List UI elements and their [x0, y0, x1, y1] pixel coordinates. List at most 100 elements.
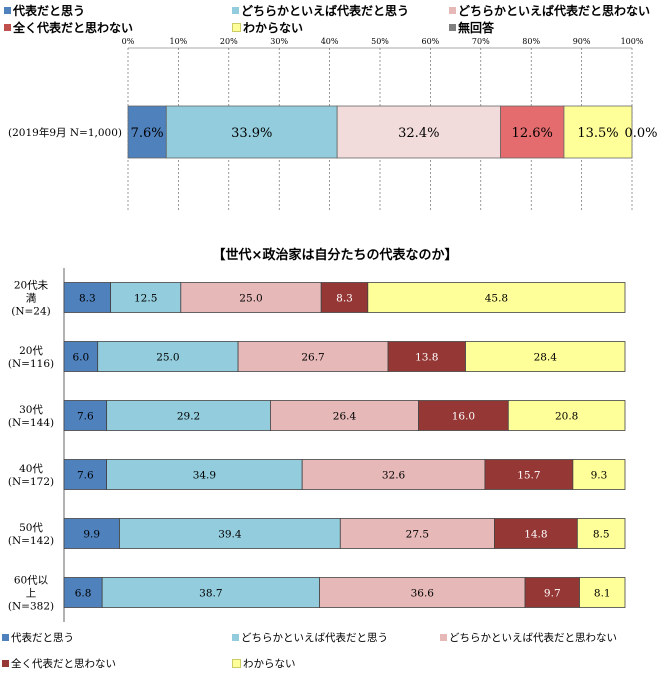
data-label: 33.9%	[231, 126, 272, 141]
data-label: 8.3	[336, 293, 353, 305]
bar-segment	[576, 518, 626, 549]
bar-segment	[367, 282, 626, 313]
bar-segment	[319, 577, 526, 608]
data-label: 9.9	[83, 529, 100, 541]
overall-chart: 0% 10% 20% 30% 40% 50% 60% 70% 80% 90% 100% (2019年9…	[8, 37, 658, 210]
data-label: 13.8	[415, 352, 438, 364]
legend-item-not: 全く代表だと思わない	[4, 19, 133, 36]
bar-segment	[110, 282, 182, 313]
bar-segment	[180, 282, 322, 313]
data-label: 32.6	[382, 470, 406, 482]
bar-segment	[106, 400, 271, 431]
bar-segment	[119, 518, 341, 549]
data-label: 8.5	[593, 529, 610, 541]
bar-segment	[63, 459, 107, 490]
category-label: (N=24)	[11, 306, 51, 318]
bar-segment	[101, 577, 320, 608]
legend-swatch-icon	[449, 7, 456, 14]
data-label: 28.4	[534, 352, 558, 364]
bar-segment	[524, 577, 580, 608]
category-label: 40代	[19, 463, 43, 475]
bar-segment	[563, 105, 633, 159]
tick-label: 80%	[522, 37, 540, 46]
bar-segment	[494, 518, 578, 549]
bar-segment	[127, 105, 167, 159]
category-label: (N=172)	[8, 476, 54, 488]
data-label: 12.5	[134, 293, 157, 305]
data-label: 36.6	[411, 588, 435, 600]
category-label: 50代	[19, 522, 43, 534]
legend-swatch-icon	[232, 634, 239, 641]
data-label: 8.1	[594, 588, 611, 600]
legend-item-not: 全く代表だと思わない	[2, 656, 116, 671]
category-label: 上	[26, 588, 37, 600]
chart-title: 【世代×政治家は自分たちの代表なのか】	[212, 248, 458, 263]
data-label: 6.8	[75, 588, 92, 600]
data-label: 0.0%	[624, 126, 657, 141]
bar-segment	[484, 459, 574, 490]
data-label: 13.5%	[577, 126, 618, 141]
bar-segment	[106, 459, 303, 490]
legend-swatch-icon	[232, 7, 239, 14]
legend-swatch-icon	[4, 24, 11, 31]
data-label: 32.4%	[398, 126, 439, 141]
bar-segment	[418, 400, 509, 431]
data-label: 14.8	[524, 529, 547, 541]
bar-segment	[237, 341, 389, 372]
category-label: 30代	[19, 404, 43, 416]
bar-segment	[270, 400, 419, 431]
bar-segment	[387, 341, 466, 372]
category-label: 20代	[19, 345, 43, 357]
bar-segment	[63, 341, 99, 372]
bar-segment	[97, 341, 239, 372]
tick-label: 40%	[321, 37, 339, 46]
category-label: (N=382)	[8, 601, 54, 613]
tick-label: 90%	[573, 37, 591, 46]
legend-item-somenot: どちらかといえば代表だと思わない	[449, 2, 650, 19]
legend-swatch-icon	[2, 634, 9, 641]
data-label: 38.7	[199, 588, 222, 600]
bar-segment	[301, 459, 486, 490]
legend-item-rep: 代表だと思う	[2, 630, 74, 645]
tick-label: 50%	[371, 37, 389, 46]
data-label: 26.4	[333, 411, 357, 423]
bar-segment	[579, 577, 626, 608]
bar-segment	[507, 400, 626, 431]
legend-item-dk: わからない	[232, 19, 303, 36]
data-label: 45.8	[485, 293, 508, 305]
category-label: 60代以	[14, 575, 49, 587]
data-label: 27.5	[406, 529, 429, 541]
data-label: 34.9	[193, 470, 216, 482]
bar-segment	[465, 341, 626, 372]
tick-label: 60%	[422, 37, 440, 46]
legend-swatch-icon	[449, 24, 456, 31]
data-label: 6.0	[72, 352, 89, 364]
tick-label: 100%	[621, 37, 644, 46]
category-label: (N=116)	[8, 358, 54, 370]
data-label: 26.7	[301, 352, 324, 364]
legend-item-na: 無回答	[449, 19, 494, 36]
bar-segment	[63, 282, 112, 313]
data-label: 25.0	[156, 352, 179, 364]
data-label: 39.4	[218, 529, 242, 541]
data-label: 25.0	[239, 293, 262, 305]
category-label: (2019年9月 N=1,000)	[8, 126, 122, 139]
data-label: 9.7	[544, 588, 561, 600]
data-label: 8.3	[79, 293, 96, 305]
data-label: 12.6%	[512, 126, 553, 141]
bar-segment	[165, 105, 338, 159]
bar-segment	[63, 577, 103, 608]
category-label: (N=142)	[8, 535, 54, 547]
legend-item-somenot: どちらかといえば代表だと思わない	[440, 630, 617, 645]
legend-swatch-icon	[440, 634, 447, 641]
legend-item-dk: わからない	[232, 656, 296, 671]
tick-label: 20%	[220, 37, 238, 46]
data-label: 7.6	[77, 470, 94, 482]
data-label: 9.3	[591, 470, 608, 482]
data-label: 16.0	[452, 411, 475, 423]
legend-swatch-icon	[232, 23, 241, 32]
data-label: 15.7	[517, 470, 540, 482]
category-label: (N=144)	[8, 417, 54, 429]
legend-item-somerep: どちらかといえば代表だと思う	[232, 630, 388, 645]
